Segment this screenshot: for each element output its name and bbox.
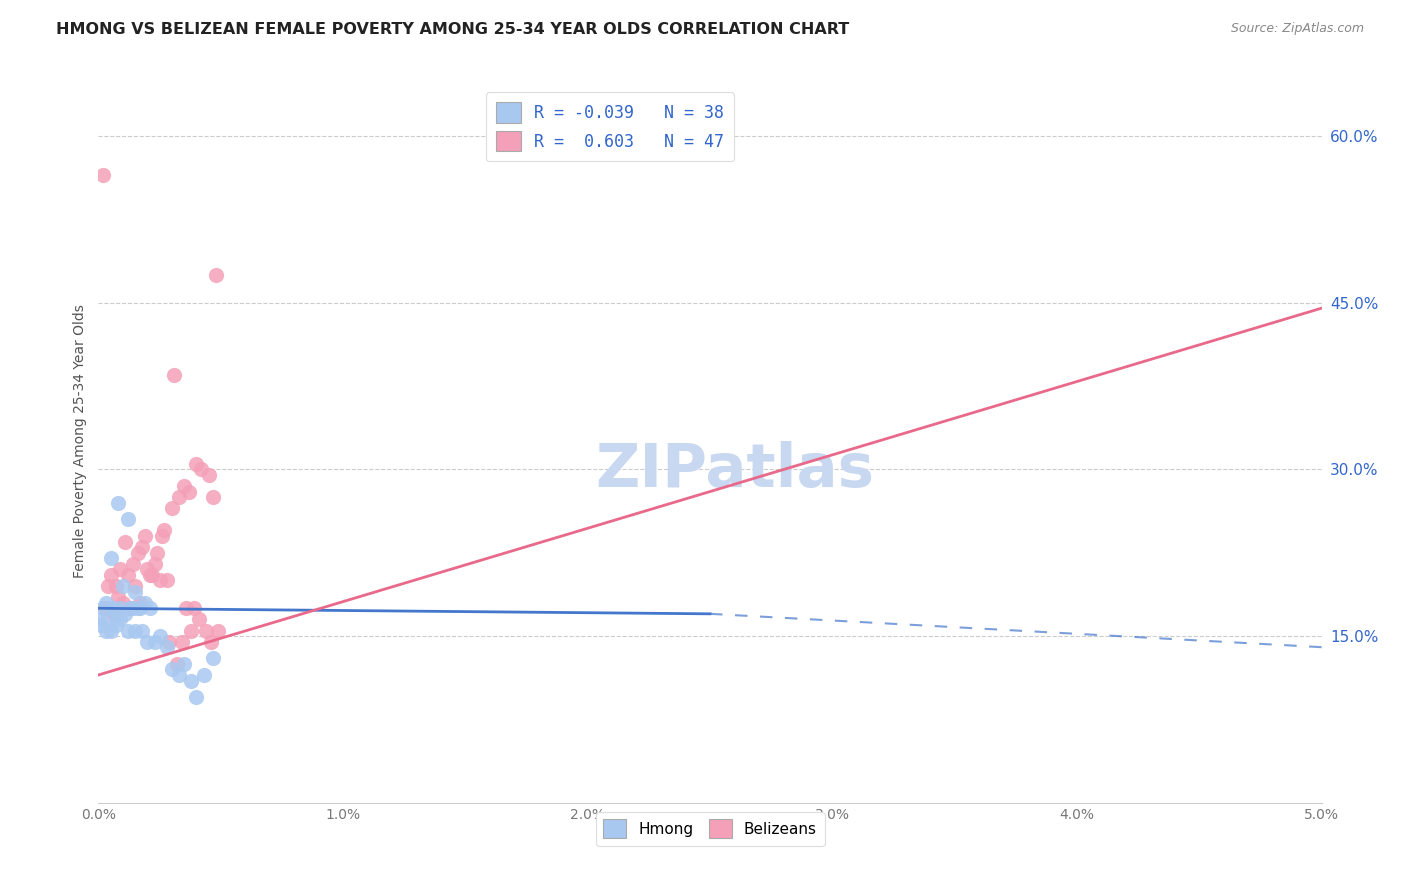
Point: [100, 568, 122, 582]
Point: [143, 557, 166, 571]
Legend: Hmong, Belizeans: Hmong, Belizeans: [596, 812, 824, 846]
Point: [101, 607, 124, 621]
Point: [117, 624, 139, 638]
Point: [104, 607, 127, 621]
Point: [183, 601, 205, 615]
Point: [173, 479, 195, 493]
Point: [167, 668, 190, 682]
Point: [200, 634, 222, 648]
Point: [111, 579, 134, 593]
Point: [187, 612, 209, 626]
Point: [117, 512, 139, 526]
Point: [127, 546, 149, 560]
Point: [139, 601, 162, 615]
Point: [202, 651, 225, 665]
Text: ZIPatlas: ZIPatlas: [595, 441, 875, 500]
Point: [101, 601, 124, 615]
Point: [90, 618, 112, 632]
Point: [114, 534, 136, 549]
Point: [120, 601, 142, 615]
Point: [97, 612, 120, 626]
Point: [134, 529, 156, 543]
Point: [124, 624, 146, 638]
Point: [186, 457, 208, 471]
Point: [110, 612, 132, 626]
Point: [87, 612, 110, 626]
Point: [149, 629, 172, 643]
Point: [94, 596, 117, 610]
Point: [205, 268, 228, 282]
Point: [195, 624, 218, 638]
Point: [121, 601, 143, 615]
Y-axis label: Female Poverty Among 25-34 Year Olds: Female Poverty Among 25-34 Year Olds: [73, 304, 87, 579]
Point: [156, 574, 179, 588]
Point: [170, 634, 193, 648]
Point: [110, 562, 132, 576]
Point: [100, 624, 122, 638]
Point: [193, 668, 215, 682]
Point: [124, 584, 146, 599]
Point: [202, 490, 225, 504]
Point: [91, 168, 114, 182]
Point: [107, 590, 129, 604]
Point: [173, 657, 195, 671]
Point: [94, 601, 117, 615]
Point: [127, 601, 149, 615]
Point: [156, 640, 179, 655]
Point: [143, 634, 166, 648]
Point: [186, 690, 208, 705]
Point: [97, 579, 120, 593]
Text: Source: ZipAtlas.com: Source: ZipAtlas.com: [1230, 22, 1364, 36]
Text: HMONG VS BELIZEAN FEMALE POVERTY AMONG 25-34 YEAR OLDS CORRELATION CHART: HMONG VS BELIZEAN FEMALE POVERTY AMONG 2…: [56, 22, 849, 37]
Point: [176, 601, 198, 615]
Point: [160, 501, 183, 516]
Point: [136, 562, 159, 576]
Point: [111, 596, 134, 610]
Point: [139, 568, 162, 582]
Point: [104, 618, 127, 632]
Point: [150, 529, 173, 543]
Point: [94, 624, 117, 638]
Point: [149, 574, 172, 588]
Point: [180, 624, 202, 638]
Point: [153, 524, 176, 538]
Point: [207, 624, 229, 638]
Point: [120, 601, 142, 615]
Point: [104, 579, 127, 593]
Point: [163, 368, 186, 382]
Point: [131, 624, 153, 638]
Point: [121, 557, 143, 571]
Point: [180, 673, 202, 688]
Point: [177, 484, 200, 499]
Point: [160, 662, 183, 676]
Point: [141, 568, 163, 582]
Point: [190, 462, 212, 476]
Point: [136, 634, 159, 648]
Point: [131, 540, 153, 554]
Point: [167, 490, 190, 504]
Point: [197, 467, 219, 482]
Point: [166, 657, 188, 671]
Point: [114, 607, 136, 621]
Point: [146, 546, 169, 560]
Point: [157, 634, 180, 648]
Point: [129, 596, 152, 610]
Point: [91, 601, 114, 615]
Point: [110, 601, 132, 615]
Point: [134, 596, 156, 610]
Point: [100, 551, 122, 566]
Point: [117, 568, 139, 582]
Point: [124, 579, 146, 593]
Point: [107, 496, 129, 510]
Point: [129, 601, 152, 615]
